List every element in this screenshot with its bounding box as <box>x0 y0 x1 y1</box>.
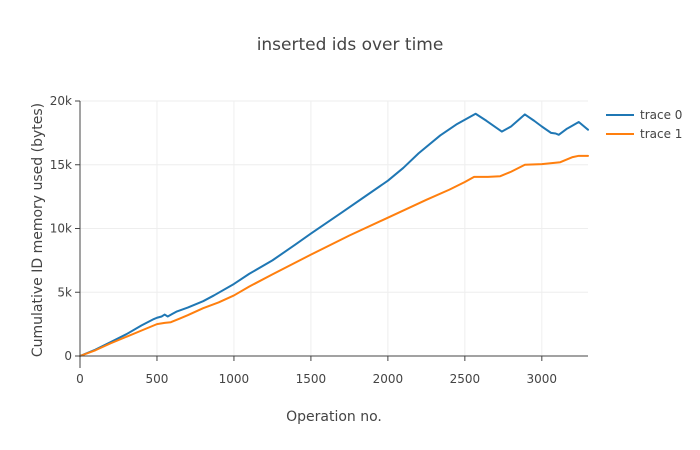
tick-labels: 0 500 1000 1500 2000 2500 3000 0 5k 10k 15k 20k <box>50 94 557 386</box>
chart-title: inserted ids over time <box>257 35 444 55</box>
y-tick-label: 20k <box>50 94 72 108</box>
y-axis-title: Cumulative ID memory used (bytes) <box>30 103 46 357</box>
series-line-trace-0 <box>79 112 589 357</box>
x-tick-label: 1000 <box>219 372 250 386</box>
legend-item-trace-0[interactable]: trace 0 <box>606 108 682 122</box>
legend-item-trace-1[interactable]: trace 1 <box>606 127 682 141</box>
legend[interactable]: trace 0 trace 1 <box>606 108 682 141</box>
legend-label: trace 1 <box>640 127 682 141</box>
x-tick-label: 3000 <box>527 372 558 386</box>
series-lines <box>79 112 589 357</box>
x-tick-label: 1500 <box>296 372 327 386</box>
series-line-trace-1 <box>79 154 589 357</box>
y-tick-label: 0 <box>64 349 72 363</box>
y-tick-label: 5k <box>57 285 72 299</box>
legend-label: trace 0 <box>640 108 682 122</box>
x-tick-label: 2500 <box>450 372 481 386</box>
x-tick-label: 0 <box>76 372 84 386</box>
x-tick-label: 500 <box>146 372 169 386</box>
y-tick-label: 15k <box>50 158 72 172</box>
axes <box>75 100 588 368</box>
y-tick-label: 10k <box>50 222 72 236</box>
x-axis-title: Operation no. <box>286 409 382 425</box>
x-tick-label: 2000 <box>373 372 404 386</box>
gridlines <box>80 100 588 356</box>
